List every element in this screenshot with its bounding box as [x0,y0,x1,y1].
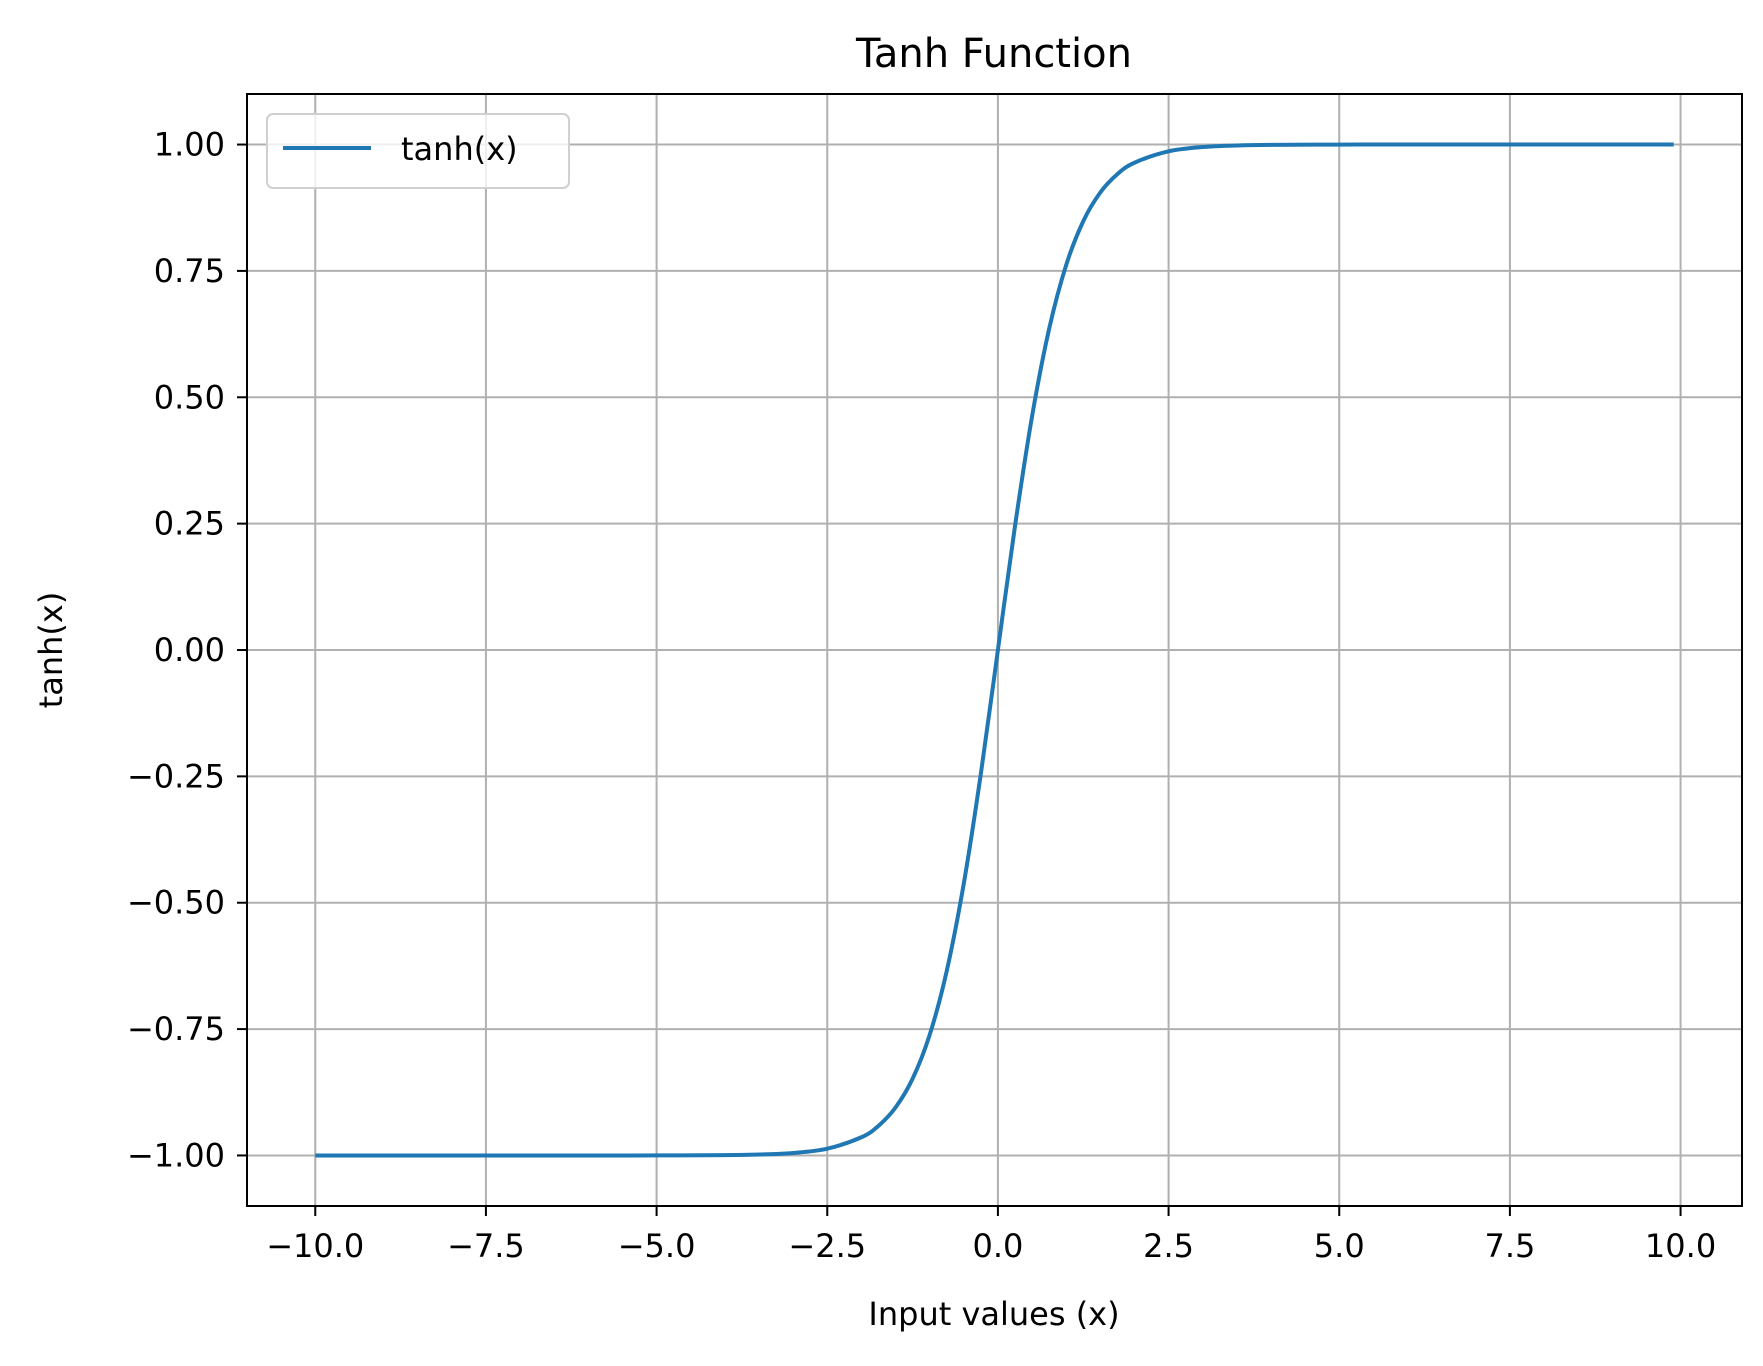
y-tick-label: −0.25 [127,757,225,795]
axis-ticks [237,143,1682,1216]
y-tick-label: 0.25 [154,505,225,543]
x-tick-label: −7.5 [447,1227,525,1265]
grid-lines [247,94,1742,1206]
y-tick-label: 0.00 [154,631,225,669]
x-tick-label: −2.5 [788,1227,866,1265]
x-tick-label: 2.5 [1143,1227,1194,1265]
legend-label: tanh(x) [401,130,518,168]
x-tick-label: 0.0 [972,1227,1023,1265]
y-tick-label: 0.50 [154,378,225,416]
x-tick-label: −5.0 [618,1227,696,1265]
y-tick-label: −0.50 [127,884,225,922]
series-layer [315,142,1674,1158]
y-axis-label: tanh(x) [32,592,70,709]
y-tick-label: 1.00 [154,126,225,164]
series-line [315,142,1674,1158]
axis-tick-labels: −10.0 −7.5 −5.0 −2.5 0.0 2.5 5.0 7.5 10.0 −1.00 −0… [127,126,1716,1265]
legend-frame [266,113,570,189]
y-tick-label: 0.75 [154,252,225,290]
chart-title: Tanh Function [855,31,1132,77]
x-tick-label: 7.5 [1484,1227,1535,1265]
y-tick-label: −1.00 [127,1136,225,1174]
y-tick-label: −0.75 [127,1010,225,1048]
x-tick-label: 5.0 [1314,1227,1365,1265]
x-axis-label: Input values (x) [868,1295,1119,1333]
x-tick-label: 10.0 [1645,1227,1716,1265]
legend: tanh(x) [266,113,570,189]
x-tick-label: −10.0 [266,1227,364,1265]
